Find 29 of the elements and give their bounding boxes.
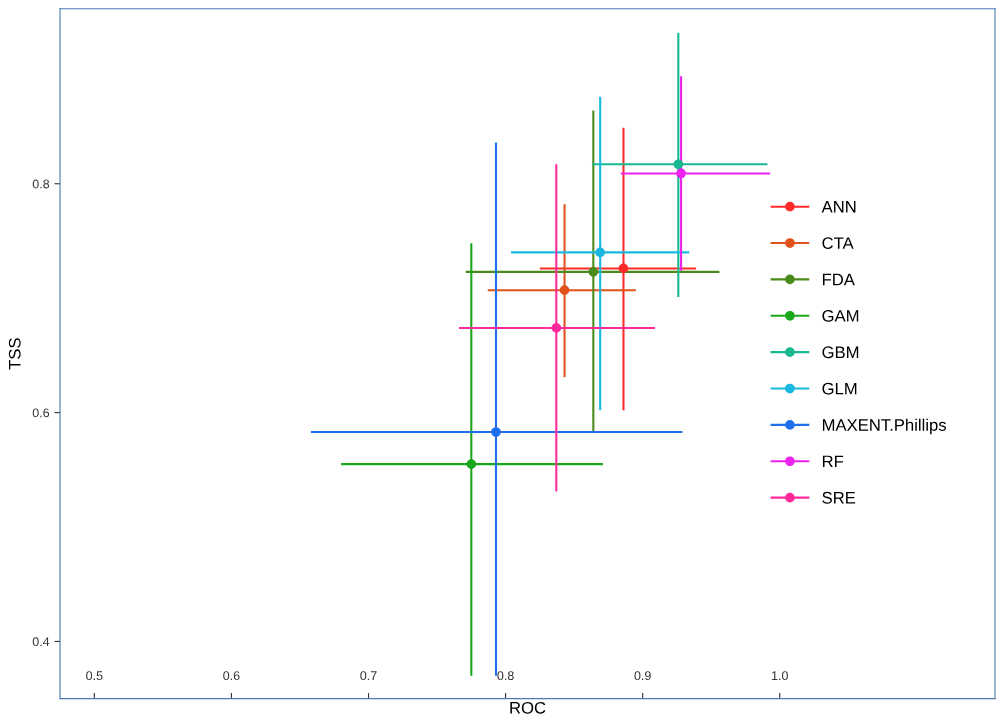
point bbox=[466, 459, 477, 469]
point bbox=[618, 263, 629, 274]
x-tick-label: 0.7 bbox=[360, 671, 377, 681]
y-tick-label: 0.4 bbox=[32, 637, 50, 647]
legend-label: RF bbox=[822, 455, 844, 468]
point bbox=[559, 285, 570, 296]
point bbox=[588, 266, 599, 277]
legend-label: MAXENT.Phillips bbox=[822, 418, 947, 435]
x-tick-label: 1.0 bbox=[772, 671, 788, 681]
y-axis-title: TSS bbox=[8, 338, 21, 370]
x-axis-title: ROC bbox=[510, 701, 546, 714]
point bbox=[676, 168, 686, 179]
legend-label: GBM bbox=[822, 346, 859, 359]
point bbox=[491, 427, 501, 437]
x-tick-label: 0.6 bbox=[223, 671, 240, 681]
x-tick-label: 0.5 bbox=[86, 671, 103, 681]
x-tick-label: 0.8 bbox=[497, 671, 514, 681]
legend-label: GAM bbox=[822, 309, 859, 322]
x-tick-label: 0.9 bbox=[634, 671, 651, 681]
legend-label: ANN bbox=[821, 201, 856, 213]
y-tick-label: 0.6 bbox=[32, 408, 50, 418]
legend-label: SRE bbox=[822, 491, 856, 504]
point bbox=[551, 323, 562, 333]
point bbox=[595, 247, 606, 258]
legend-label: CTA bbox=[822, 237, 854, 250]
legend-label: GLM bbox=[822, 382, 857, 395]
legend-label: FDA bbox=[822, 273, 855, 286]
point bbox=[673, 159, 684, 170]
y-tick-label: 0.8 bbox=[32, 179, 50, 189]
